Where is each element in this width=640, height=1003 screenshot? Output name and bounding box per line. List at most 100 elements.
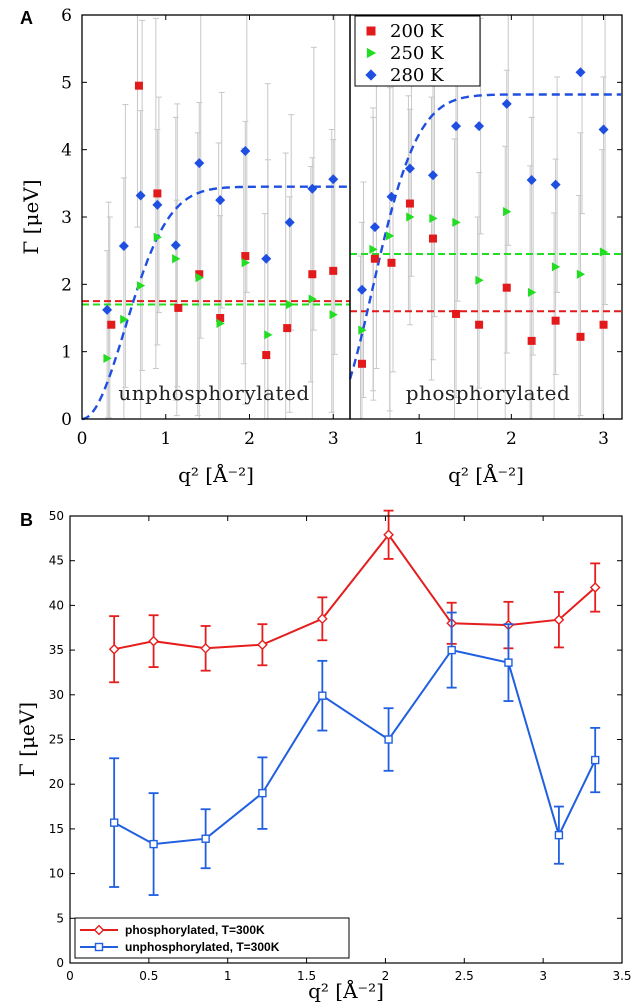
data-point-280-k [575, 67, 586, 78]
x-tick-label: 1 [414, 429, 425, 449]
legend-label: 250 K [390, 43, 444, 64]
data-point-280-k [152, 199, 163, 210]
y-axis-label: Γ [μeV] [15, 702, 39, 777]
data-point-280-k [284, 217, 295, 228]
y-axis-label: Γ [μeV] [19, 179, 43, 254]
data-point-280-k [307, 183, 318, 194]
data-point-250-k [241, 258, 250, 268]
legend-marker-280-k [365, 69, 377, 81]
data-point-unphosphorylated [201, 834, 210, 843]
x-tick-label: 0 [66, 969, 74, 983]
data-point-250-k [576, 269, 586, 279]
data-point-unphosphorylated [258, 788, 267, 798]
data-point-250-k [452, 217, 461, 227]
data-point-unphosphorylated [554, 830, 564, 840]
panel-a-label: A [20, 8, 33, 28]
data-point-280-k [102, 304, 113, 315]
data-point-280-k [474, 121, 485, 132]
y-tick-label: 10 [49, 867, 64, 881]
data-point-200-k [329, 266, 338, 275]
data-point-250-k [385, 231, 395, 241]
data-point-200-k [502, 283, 511, 292]
data-point-phosphorylated [383, 529, 394, 541]
fit-curve-saturating [81, 185, 349, 421]
data-point-250-k [120, 314, 129, 324]
data-point-200-k [216, 314, 225, 322]
data-point-200-k [599, 320, 608, 329]
x-tick-label: 2 [382, 969, 390, 983]
data-point-phosphorylated [553, 614, 565, 626]
x-tick-label: 1 [224, 969, 232, 983]
legend-label-phosphorylated: phosphorylated, T=300K [125, 923, 265, 937]
x-tick-label: 3 [328, 429, 339, 449]
y-tick-label: 5 [61, 73, 72, 93]
data-point-280-k [135, 190, 146, 201]
data-point-250-k [264, 330, 273, 340]
data-point-unphosphorylated [590, 755, 600, 765]
x-tick-label: 3.5 [612, 969, 631, 983]
data-point-200-k [283, 324, 292, 333]
data-point-unphosphorylated [318, 691, 327, 700]
legend-label: 200 K [390, 21, 444, 42]
data-point-phosphorylated [148, 635, 159, 647]
data-point-280-k [427, 170, 438, 181]
x-axis-label: q² [Å⁻²] [308, 978, 384, 1003]
data-point-280-k [356, 284, 367, 295]
data-point-250-k [216, 318, 225, 328]
data-point-200-k [357, 359, 366, 368]
y-tick-label: 3 [61, 208, 72, 228]
data-point-200-k [134, 81, 143, 90]
data-point-280-k [386, 191, 397, 202]
data-point-phosphorylated [108, 643, 120, 655]
data-point-unphosphorylated [504, 658, 513, 667]
data-point-250-k [369, 244, 378, 254]
plot-frame [81, 14, 351, 420]
data-point-200-k [405, 199, 414, 208]
data-point-200-k [551, 316, 560, 325]
data-point-phosphorylated [316, 613, 328, 625]
panel-a-left-chart: 0 1 2 3 q² [Å⁻²] unphosphorylated 0 1 2 3 4 5 6 Γ [μe… [19, 6, 351, 487]
x-tick-label: 1 [160, 429, 171, 449]
y-tick-label: 20 [49, 777, 64, 791]
y-tick-label: 2 [61, 275, 72, 295]
data-point-250-k [503, 207, 512, 217]
data-point-phosphorylated [200, 642, 211, 654]
y-tick-label: 5 [56, 911, 64, 925]
data-point-250-k [308, 294, 317, 304]
data-point-250-k [406, 212, 415, 222]
data-point-unphosphorylated [447, 645, 456, 655]
data-point-280-k [598, 124, 609, 135]
legend-label: 280 K [390, 65, 444, 86]
x-axis-label: q² [Å⁻²] [448, 462, 524, 487]
data-point-200-k [195, 270, 204, 279]
data-point-200-k [387, 258, 396, 267]
data-point-280-k [261, 253, 272, 264]
legend-panel-b: phosphorylated, T=300K unphosphorylated, … [74, 917, 350, 959]
panel-b-label: B [20, 510, 33, 530]
panel-text-label: phosphorylated [406, 381, 571, 405]
legend-marker-phosphorylated [93, 924, 105, 936]
data-point-280-k [451, 121, 462, 132]
panel-text-label: unphosphorylated [118, 381, 309, 405]
y-tick-label: 1 [61, 343, 72, 363]
data-point-280-k [215, 195, 226, 206]
data-point-280-k [118, 240, 129, 251]
y-tick-label: 0 [61, 410, 72, 430]
data-point-200-k [370, 254, 379, 263]
y-tick-label: 6 [61, 6, 72, 26]
data-point-280-k [526, 174, 537, 185]
x-tick-label: 2 [244, 429, 255, 449]
data-point-250-k [358, 325, 367, 335]
data-point-250-k [136, 281, 146, 291]
y-tick-label: 40 [49, 598, 64, 612]
legend-box [74, 917, 350, 959]
data-point-250-k [551, 262, 561, 272]
data-point-250-k [153, 232, 162, 242]
data-point-unphosphorylated [109, 818, 119, 827]
y-tick-label: 4 [61, 141, 72, 161]
data-point-280-k [240, 146, 251, 157]
data-point-250-k [195, 273, 204, 283]
data-point-250-k [286, 299, 295, 310]
y-tick-label: 30 [49, 688, 64, 702]
